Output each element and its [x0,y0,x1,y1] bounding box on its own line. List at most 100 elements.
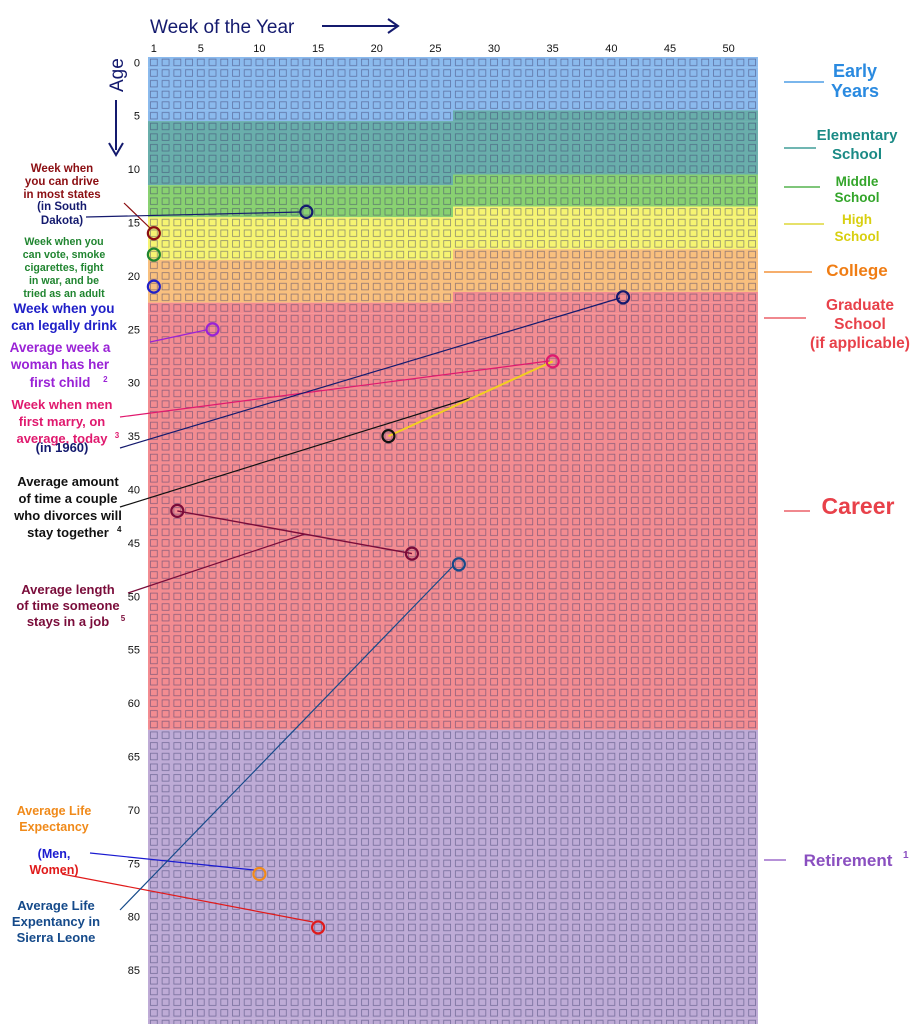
marker-5: Week when men first marry, on average, tod… [12,360,550,446]
marker-label-line: Average Life [17,898,95,913]
stage-label-text: Retirement [804,851,893,870]
marker-label-line: can legally drink [11,318,117,333]
marker-label-line: Average length [21,582,114,597]
marker-label-line: (in South [37,201,87,213]
y-tick-label: 85 [128,965,140,977]
marker-9: Average Life Expectancy [17,804,92,834]
marker-6: (in 1960) [36,297,621,455]
marker-label-line: in war, and be [29,275,99,287]
x-tick-label: 25 [429,43,441,55]
marker-circle [615,290,631,305]
x-tick-label: 15 [312,43,324,55]
footnote-mark: 3 [115,431,120,440]
marker-circle [404,546,420,561]
marker-circle [146,226,161,241]
stage-label-text: School [834,190,879,205]
marker-10: (Men, [38,847,255,871]
marker-7: Average amount of time a couple who divorc… [13,397,471,540]
x-tick-label: 45 [664,43,676,55]
y-tick-label: 30 [128,378,140,390]
footnote-mark: 5 [121,614,126,623]
x-axis-title: Week of the Year [150,17,295,38]
marker-leader-line [85,211,302,218]
y-tick-label: 5 [134,111,140,123]
marker-11: Women) [29,863,314,923]
marker-label-line: Week when you [24,236,103,248]
marker-label-line: Women) [29,863,78,877]
stage-label-6: Career [784,493,894,519]
marker-1: (in South Dakota) [37,201,302,227]
marker-label-line: woman has her [10,357,110,372]
stage-label-text: Graduate [826,297,894,314]
marker-circle [310,920,326,935]
marker-label-line: Sierra Leone [17,930,96,945]
x-tick-label: 10 [253,43,265,55]
x-tick-label: 35 [547,43,559,55]
marker-circle [205,322,220,337]
marker-leader-line [119,297,621,449]
marker-3: Week when you can legally drink [11,301,117,333]
marker-circle [252,866,267,882]
y-tick-label: 20 [128,271,140,283]
marker-label-line: (Men, [38,847,71,861]
stage-label-text: (if applicable) [810,335,910,352]
marker-label-line: average, today [16,431,108,446]
marker-label-line: stay together [27,525,109,540]
x-tick-label: 5 [198,43,204,55]
footnote-mark: 1 [903,850,909,861]
marker-leader-line [127,533,306,594]
y-tick-label: 25 [128,324,140,336]
marker-label-line: first marry, on [19,414,106,429]
y-axis-arrow-head [108,142,124,157]
divorce-marriage-connector [388,360,554,438]
marker-circle [451,557,466,572]
stage-label-text: Middle [836,174,879,189]
marker-label-line: stays in a job [27,614,109,629]
marker-leader-line [149,329,207,343]
marker-leader-line [89,852,255,871]
stage-label-text: School [834,229,879,244]
marker-label-line: you can drive [25,176,99,188]
marker-label-line: Expectancy [19,820,89,834]
marker-circle [545,354,560,369]
marker-label-line: Dakota) [41,215,83,227]
y-axis-title: Age [107,58,128,92]
stage-label-7: Retirement 1 [764,850,909,870]
stage-label-4: College [764,261,888,280]
marker-label-line: cigarettes, fight [25,262,104,274]
stage-label-text: Years [831,81,879,101]
marker-4: Average week a woman has her first child 2 [10,329,207,390]
x-axis-arrow-head [387,18,400,34]
marker-circle [299,204,314,219]
marker-label-line: of time a couple [19,491,118,506]
y-tick-label: 75 [128,858,140,870]
stage-label-text: Career [822,493,895,519]
y-tick-label: 35 [128,431,140,443]
footnote-mark: 2 [103,375,108,384]
y-tick-label: 50 [128,591,140,603]
marker-leader-line [119,564,455,911]
marker-label-line: first child [30,375,91,390]
marker-label-line: Expentancy in [12,914,100,929]
marker-circle [381,429,396,444]
marker-label-line: Average Life [17,804,92,818]
y-tick-label: 45 [128,538,140,550]
week-grid [148,57,758,1024]
stage-label-1: Elementary School [784,127,898,163]
marker-label-line: who divorces will [13,508,122,523]
marker-label-line: Week when [31,163,93,175]
marker-leader-line [61,873,314,923]
y-tick-label: 55 [128,645,140,657]
marker-label-line: of time someone [16,598,119,613]
y-tick-label: 65 [128,752,140,764]
y-tick-label: 40 [128,485,140,497]
marker-label-line: in most states [23,189,100,201]
stage-label-3: High School [784,212,880,244]
y-tick-label: 80 [128,912,140,924]
